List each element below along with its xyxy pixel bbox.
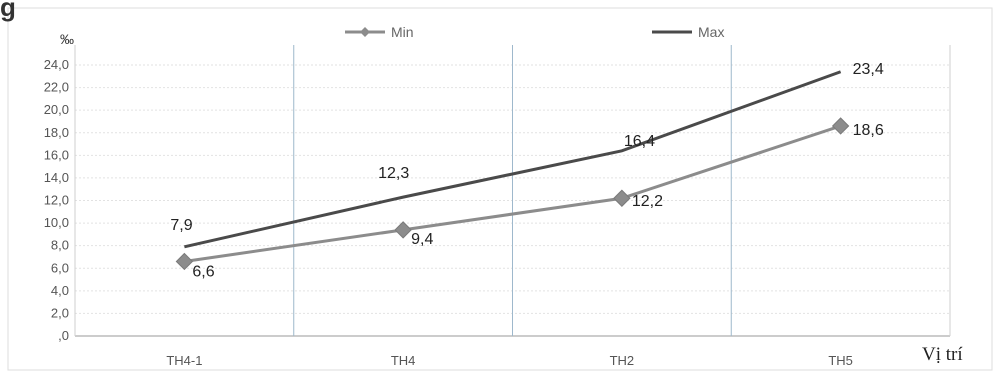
data-label-max: 16,4 <box>624 133 655 150</box>
y-tick-label: 12,0 <box>44 193 69 208</box>
series-lines <box>175 70 850 271</box>
data-label-min: 9,4 <box>411 231 433 248</box>
y-tick-label: 10,0 <box>44 215 69 230</box>
data-point-min <box>394 221 412 239</box>
y-tick-label: 8,0 <box>51 238 69 253</box>
series-line-min <box>184 124 842 263</box>
x-axis-ticks: TH4-1 TH4 TH2 TH5 <box>166 353 853 368</box>
legend-marker-min <box>360 27 370 37</box>
legend-label-max: Max <box>698 24 724 40</box>
y-axis-ticks: ,0 2,0 4,0 6,0 8,0 10,0 12,0 14,0 16,0 18,0 20,0 22… <box>44 57 69 343</box>
y-tick-label: ,0 <box>58 328 69 343</box>
data-label-max: 7,9 <box>170 217 192 234</box>
data-point-min <box>175 252 194 271</box>
data-point-min <box>831 117 850 135</box>
x-tick-label: TH2 <box>610 353 635 368</box>
series-line-max <box>184 70 842 249</box>
plot-frame <box>7 7 993 371</box>
y-tick-label: 24,0 <box>44 57 69 72</box>
legend-label-min: Min <box>391 24 414 40</box>
y-tick-label: 6,0 <box>51 260 69 275</box>
data-label-min: 6,6 <box>192 263 214 280</box>
data-labels: 6,6 9,4 12,2 18,6 7,9 12,3 16,4 23,4 <box>170 61 883 281</box>
y-tick-label: 22,0 <box>44 80 69 95</box>
data-label-max: 23,4 <box>853 61 884 78</box>
x-tick-label: TH4-1 <box>166 353 202 368</box>
legend: Min Max <box>345 24 724 40</box>
y-tick-label: 16,0 <box>44 147 69 162</box>
grid-lines <box>74 45 951 337</box>
y-tick-label: 20,0 <box>44 102 69 117</box>
data-label-min: 12,2 <box>632 193 663 210</box>
data-label-max: 12,3 <box>378 165 409 182</box>
y-axis-unit: ‰ <box>60 31 74 47</box>
x-tick-label: TH4 <box>391 353 416 368</box>
data-label-min: 18,6 <box>853 122 884 139</box>
y-tick-label: 18,0 <box>44 125 69 140</box>
x-tick-label: TH5 <box>828 353 853 368</box>
y-tick-label: 14,0 <box>44 170 69 185</box>
y-tick-label: 2,0 <box>51 305 69 320</box>
data-point-min <box>613 189 631 207</box>
y-tick-label: 4,0 <box>51 283 69 298</box>
title-fragment: g <box>0 0 16 22</box>
x-axis-label: Vị trí <box>922 344 963 365</box>
